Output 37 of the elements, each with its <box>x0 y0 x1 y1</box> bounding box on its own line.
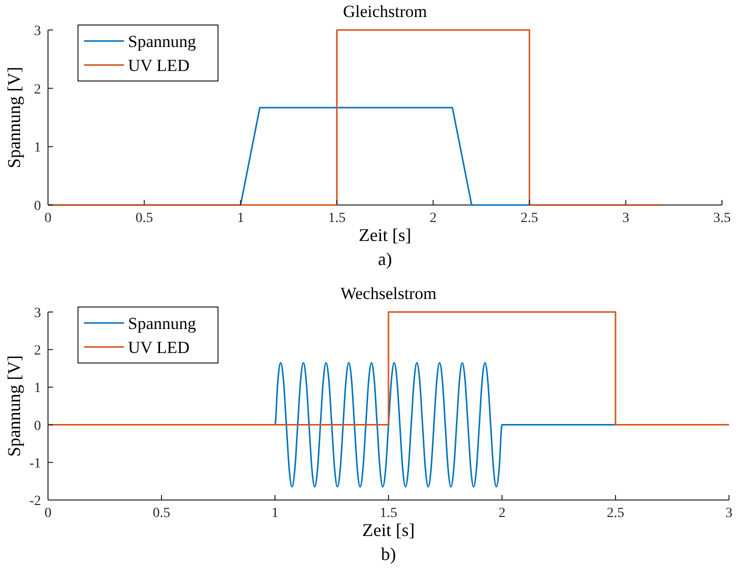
y-tick-label: 0 <box>34 199 41 214</box>
y-tick-label: 1 <box>34 140 41 156</box>
y-tick-label: -2 <box>29 494 41 509</box>
x-tick-label: 2 <box>430 211 437 226</box>
y-tick-label: 1 <box>34 381 41 396</box>
x-tick-label: 1.5 <box>328 211 346 226</box>
y-tick-label: 0 <box>34 418 41 434</box>
x-tick-label: 0.5 <box>136 211 154 226</box>
y-axis-title: Spannung [V] <box>4 66 24 168</box>
x-axis-title: Zeit [s] <box>358 225 412 245</box>
text: b) <box>381 544 396 564</box>
chart-title: Wechselstrom <box>340 284 436 303</box>
x-tick-label: 2.5 <box>606 506 624 521</box>
x-tick-label: 2.5 <box>520 211 538 226</box>
x-axis-title: Zeit [s] <box>362 520 415 540</box>
x-tick-label: 1 <box>272 506 278 521</box>
x-tick-label: 1.5 <box>380 506 398 521</box>
legend-label: Spannung <box>128 32 196 51</box>
x-tick-label: 0 <box>44 211 52 226</box>
y-tick-label: 3 <box>34 24 41 39</box>
y-tick-label: 3 <box>34 306 41 321</box>
legend-label: Spannung <box>128 314 196 333</box>
y-tick-label: -1 <box>29 456 41 472</box>
x-tick-label: 3.5 <box>713 211 731 226</box>
x-tick-label: 2 <box>498 506 506 521</box>
y-tick-label: 2 <box>34 344 41 359</box>
x-tick-label: 0.5 <box>152 506 170 521</box>
text: a) <box>378 249 392 269</box>
y-axis-title: Spannung [V] <box>4 355 24 457</box>
x-tick-label: 1 <box>237 211 244 226</box>
y-tick-label: 2 <box>34 82 41 98</box>
x-tick-label: 0 <box>44 506 52 521</box>
x-tick-label: 3 <box>726 506 732 521</box>
legend-label: UV LED <box>128 56 190 75</box>
legend-label: UV LED <box>128 338 190 357</box>
x-tick-label: 3 <box>622 211 630 226</box>
chart-title: Gleichstrom <box>342 2 428 21</box>
